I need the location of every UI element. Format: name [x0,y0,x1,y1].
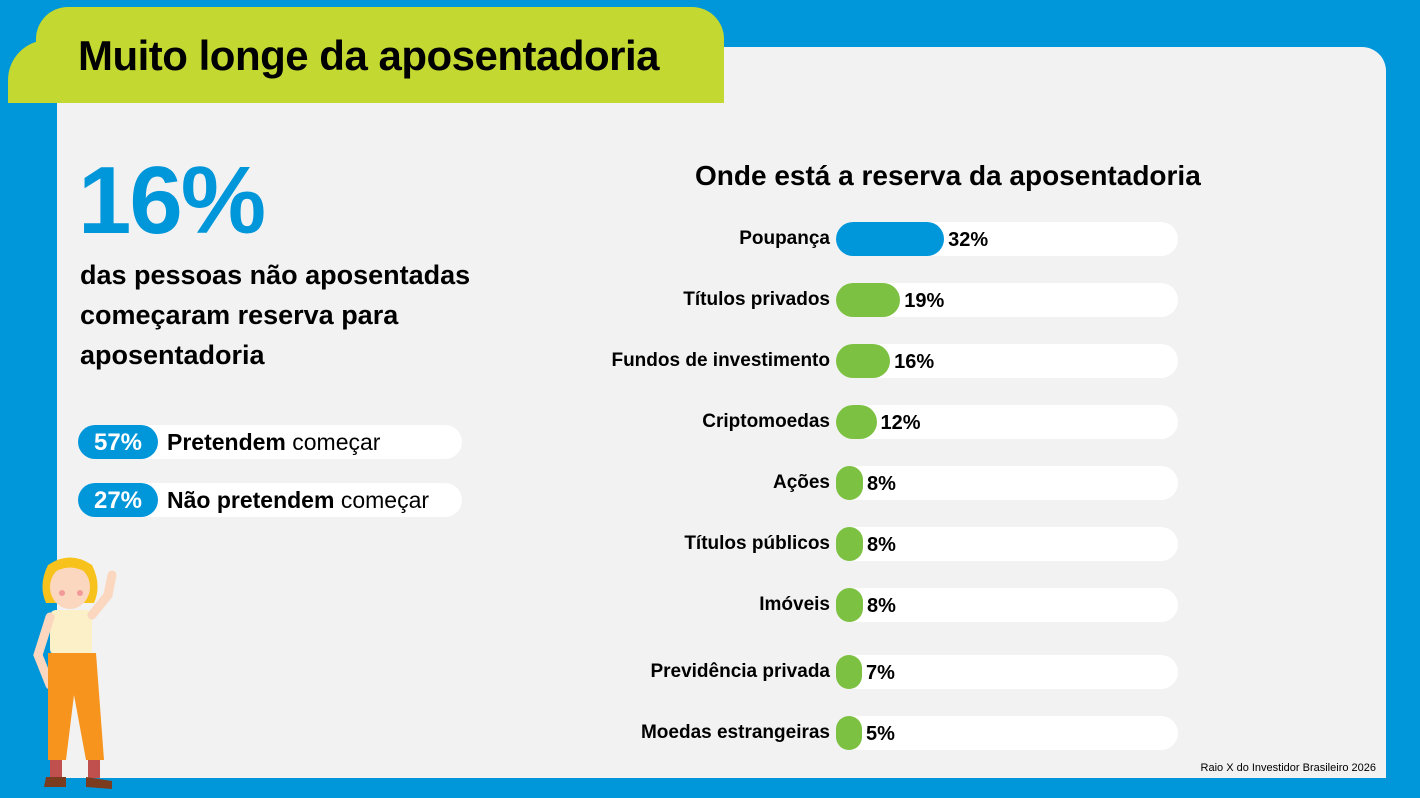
bar-label: Poupança [739,228,830,249]
page-title: Muito longe da aposentadoria [78,32,660,79]
bar-track [836,655,1178,689]
intention-label: Não pretendem começar [167,487,429,514]
bar-row: Fundos de investimento 16% [500,344,1190,378]
bar-row: Moedas estrangeiras 5% [500,716,1190,750]
bar-track [836,716,1178,750]
bar-track [836,405,1178,439]
bar-label: Criptomoedas [702,411,830,432]
bar-value-label: 32% [948,229,989,251]
bar-row: Previdência privada 7% [500,655,1190,689]
bar-label: Ações [772,472,830,493]
intention-label: Pretendem começar [167,429,380,456]
title-tab [36,7,724,103]
bar-label: Títulos privados [683,289,830,310]
bar-value-label: 8% [867,473,896,495]
bar-value-label: 8% [867,534,896,556]
bar [836,405,877,439]
source-note: Raio X do Investidor Brasileiro 2026 [1200,762,1376,774]
bar-track [836,344,1178,378]
bar-track [836,527,1178,561]
bar-label: Moedas estrangeiras [640,722,830,743]
bar-label: Previdência privada [650,661,830,682]
bar [836,283,901,317]
bar [836,588,864,622]
bar-row: Ações 8% [500,466,1190,500]
bar-value-label: 16% [894,351,935,373]
intention-rest: começar [334,487,430,513]
highlight-value: 16% [78,147,266,254]
intention-value: 57% [78,425,158,459]
bar-row: Imóveis 8% [500,588,1190,622]
woman-illustration [33,557,117,789]
intention-value: 27% [78,483,158,517]
intention-pill-nao-pretendem: 27% Não pretendem começar [78,483,462,517]
bar-track [836,466,1178,500]
bar-value-label: 5% [866,723,895,745]
bar-label: Fundos de investimento [611,350,830,371]
bar-row: Criptomoedas 12% [500,405,1190,439]
bar-row: Títulos públicos 8% [500,527,1190,561]
intention-bold: Pretendem [167,429,286,455]
bar [836,655,862,689]
bar-value-label: 7% [866,662,895,684]
bar-row: Títulos privados 19% [500,283,1190,317]
bar [836,716,862,750]
bar [836,466,864,500]
bar-label: Imóveis [759,594,830,615]
bar-value-label: 8% [867,595,896,617]
bar-value-label: 19% [904,290,945,312]
intention-rest: começar [285,429,381,455]
intention-bold: Não pretendem [167,487,335,513]
bar [836,527,864,561]
bar [836,344,891,378]
bar-track [836,588,1178,622]
intention-pill-pretendem: 57% Pretendem começar [78,425,462,459]
chart-title: Onde está a reserva da aposentadoria [695,160,1201,191]
bar [836,222,945,256]
bar-value-label: 12% [880,412,921,434]
bar-label: Títulos públicos [684,533,830,554]
highlight-description: das pessoas não aposentadas começaram re… [80,260,471,370]
bar-row: Poupança 32% [500,222,1190,256]
